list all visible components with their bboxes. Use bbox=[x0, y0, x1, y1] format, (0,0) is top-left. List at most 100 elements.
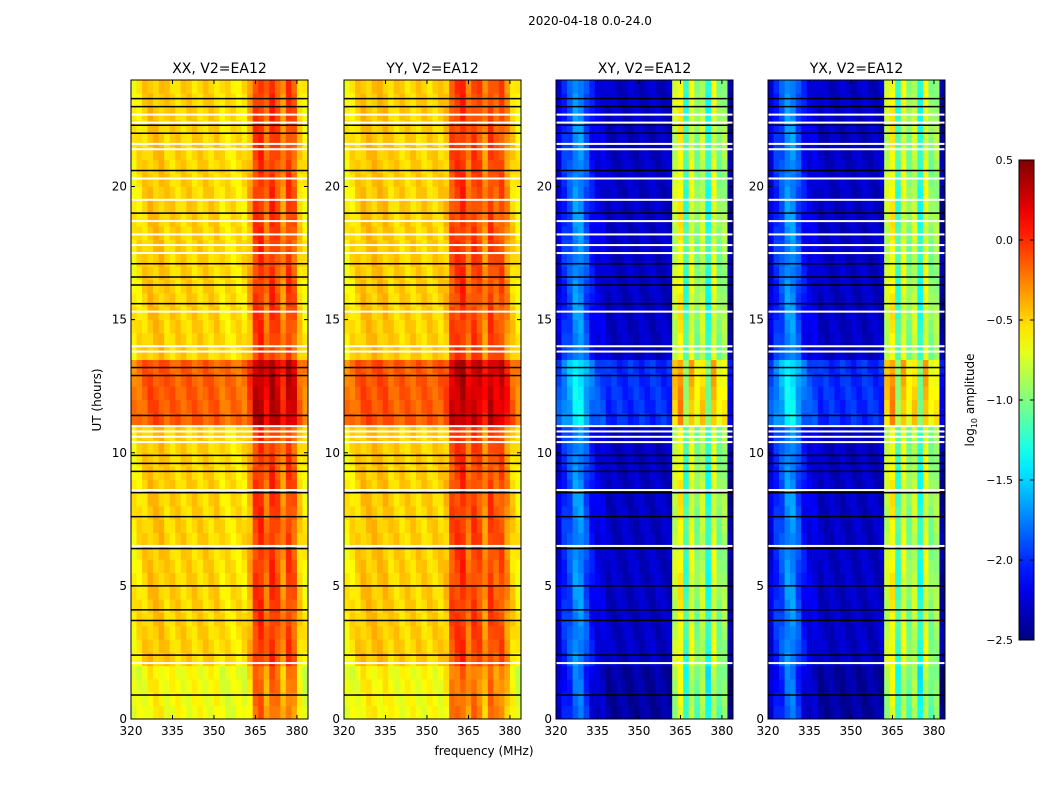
heatmap-cell bbox=[285, 506, 292, 520]
heatmap-cell bbox=[465, 372, 472, 387]
heatmap-cell bbox=[225, 266, 231, 281]
heatmap-cell bbox=[432, 279, 439, 294]
heatmap-cell bbox=[202, 625, 209, 640]
heatmap-cell bbox=[344, 279, 350, 294]
heatmap-cell bbox=[806, 705, 813, 720]
heatmap-cell bbox=[572, 559, 579, 573]
heatmap-cell bbox=[236, 559, 243, 573]
heatmap-cell bbox=[928, 705, 935, 720]
heatmap-cell bbox=[493, 133, 500, 147]
heatmap-cell bbox=[677, 253, 684, 267]
heatmap-cell bbox=[727, 399, 734, 414]
heatmap-cell bbox=[482, 585, 489, 600]
heatmap-cell bbox=[421, 679, 428, 693]
heatmap-cell bbox=[594, 133, 601, 147]
flag-line-white bbox=[131, 198, 308, 201]
heatmap-cell bbox=[567, 679, 573, 693]
heatmap-cell bbox=[476, 599, 483, 613]
heatmap-cell bbox=[426, 279, 433, 294]
heatmap-cell bbox=[515, 266, 522, 281]
heatmap-cell bbox=[895, 705, 902, 720]
heatmap-cell bbox=[285, 213, 292, 227]
heatmap-cell bbox=[487, 439, 494, 454]
heatmap-cell bbox=[644, 253, 651, 267]
heatmap-cell bbox=[721, 80, 728, 94]
heatmap-cell bbox=[594, 199, 601, 214]
heatmap-cell bbox=[263, 545, 270, 560]
heatmap-cell bbox=[443, 119, 450, 134]
heatmap-cell bbox=[415, 306, 422, 321]
heatmap-cell bbox=[213, 266, 220, 281]
heatmap-cell bbox=[515, 639, 522, 653]
flag-line-white bbox=[131, 142, 308, 145]
heatmap-cell bbox=[285, 359, 292, 374]
heatmap-cell bbox=[605, 426, 612, 440]
heatmap-cell bbox=[360, 679, 367, 693]
heatmap-cell bbox=[280, 159, 287, 174]
heatmap-cell bbox=[153, 479, 160, 494]
heatmap-cell bbox=[605, 506, 612, 520]
heatmap-cell bbox=[393, 119, 400, 134]
heatmap-cell bbox=[705, 679, 712, 693]
heatmap-cell bbox=[487, 519, 494, 534]
heatmap-cell bbox=[269, 692, 276, 707]
heatmap-cell bbox=[578, 186, 585, 201]
heatmap-cell bbox=[366, 239, 373, 254]
heatmap-cell bbox=[269, 346, 276, 360]
heatmap-cell bbox=[834, 679, 841, 693]
x-tick-label: 380 bbox=[710, 724, 733, 738]
heatmap-cell bbox=[460, 159, 467, 174]
heatmap-cell bbox=[219, 426, 226, 440]
heatmap-cell bbox=[153, 133, 160, 147]
heatmap-cell bbox=[377, 506, 384, 520]
heatmap-cell bbox=[611, 146, 618, 161]
heatmap-cell bbox=[460, 133, 467, 147]
heatmap-cell bbox=[460, 253, 467, 267]
heatmap-cell bbox=[169, 199, 176, 214]
heatmap-cell bbox=[432, 119, 439, 134]
heatmap-cell bbox=[677, 213, 684, 227]
heatmap-cell bbox=[360, 119, 367, 134]
heatmap-cell bbox=[388, 439, 395, 454]
heatmap-cell bbox=[247, 692, 254, 707]
heatmap-cell bbox=[230, 266, 237, 281]
heatmap-cell bbox=[666, 479, 673, 494]
heatmap-cell bbox=[438, 492, 444, 507]
heatmap-cell bbox=[476, 665, 483, 680]
heatmap-cell bbox=[655, 559, 662, 573]
heatmap-cell bbox=[241, 199, 248, 214]
heatmap-cell bbox=[169, 572, 176, 587]
heatmap-cell bbox=[158, 492, 165, 507]
heatmap-cell bbox=[672, 692, 679, 707]
heatmap-cell bbox=[230, 532, 237, 547]
heatmap-cell bbox=[476, 372, 483, 387]
heatmap-cell bbox=[421, 332, 428, 347]
heatmap-cell bbox=[360, 253, 367, 267]
heatmap-cell bbox=[252, 679, 259, 693]
heatmap-cell bbox=[454, 253, 461, 267]
heatmap-cell bbox=[197, 532, 204, 547]
heatmap-cell bbox=[493, 506, 500, 520]
heatmap-cell bbox=[269, 106, 276, 121]
heatmap-cell bbox=[219, 545, 226, 560]
heatmap-cell bbox=[236, 399, 243, 414]
heatmap-cell bbox=[263, 479, 270, 494]
heatmap-cell bbox=[504, 679, 511, 693]
heatmap-cell bbox=[655, 479, 662, 494]
heatmap-cell bbox=[421, 612, 428, 627]
heatmap-cell bbox=[263, 612, 270, 627]
heatmap-cell bbox=[594, 253, 601, 267]
heatmap-cell bbox=[572, 159, 579, 174]
heatmap-cell bbox=[933, 705, 940, 720]
heatmap-cell bbox=[572, 226, 579, 241]
heatmap-cell bbox=[716, 519, 723, 534]
heatmap-cell bbox=[258, 332, 265, 347]
heatmap-cell bbox=[404, 133, 411, 147]
heatmap-cell bbox=[705, 426, 712, 440]
heatmap-cell bbox=[388, 319, 395, 334]
heatmap-cell bbox=[600, 545, 607, 560]
heatmap-cell bbox=[410, 705, 417, 720]
heatmap-cell bbox=[280, 133, 287, 147]
heatmap-cell bbox=[399, 119, 406, 134]
heatmap-cell bbox=[219, 412, 226, 427]
